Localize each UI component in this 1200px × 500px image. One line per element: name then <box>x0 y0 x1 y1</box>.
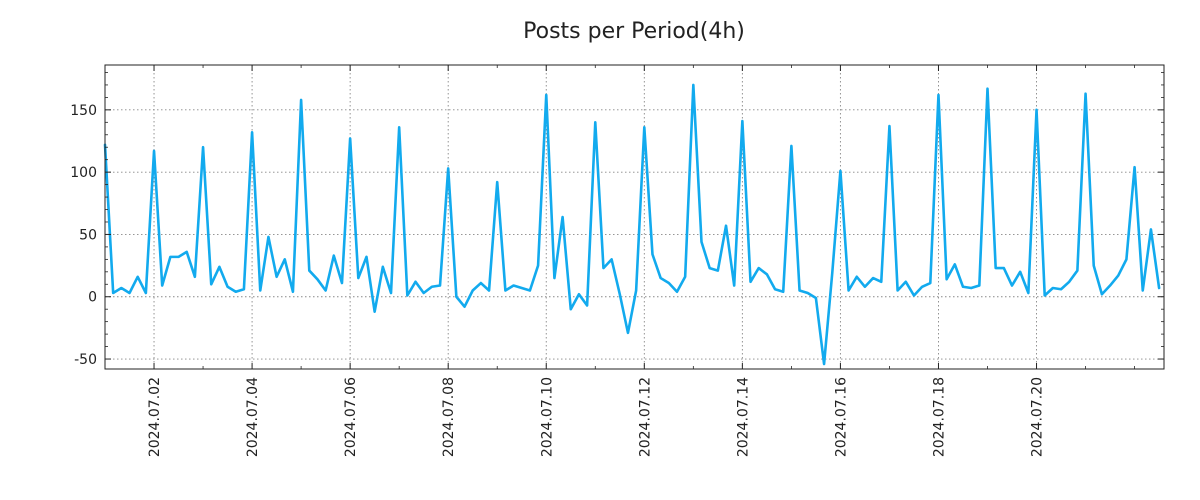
x-tick-label: 2024.07.18 <box>931 377 947 457</box>
x-tick-label: 2024.07.12 <box>637 377 653 457</box>
series-layer <box>103 83 1161 366</box>
chart-title: Posts per Period(4h) <box>523 19 745 44</box>
x-tick-label: 2024.07.10 <box>539 377 555 457</box>
x-tick-label: 2024.07.06 <box>343 377 359 457</box>
x-tick-label: 2024.07.14 <box>735 377 751 457</box>
x-tick-label: 2024.07.02 <box>147 377 163 457</box>
axes: -50 0 50 100 150 2024.07.02 2024.07.04 2024.07.… <box>70 65 1164 457</box>
grid-lines <box>105 65 1164 369</box>
y-tick-label: 50 <box>79 227 97 243</box>
y-tick-label: 100 <box>70 165 97 181</box>
x-tick-label: 2024.07.04 <box>245 377 261 457</box>
plot-frame <box>104 64 1165 370</box>
x-tick-label: 2024.07.16 <box>833 377 849 457</box>
y-tick-label: 150 <box>70 103 97 119</box>
x-tick-label: 2024.07.20 <box>1030 377 1046 457</box>
series-line <box>103 83 1161 366</box>
y-tick-label: -50 <box>74 352 97 368</box>
y-tick-label: 0 <box>88 290 97 306</box>
x-tick-label: 2024.07.08 <box>441 377 457 457</box>
